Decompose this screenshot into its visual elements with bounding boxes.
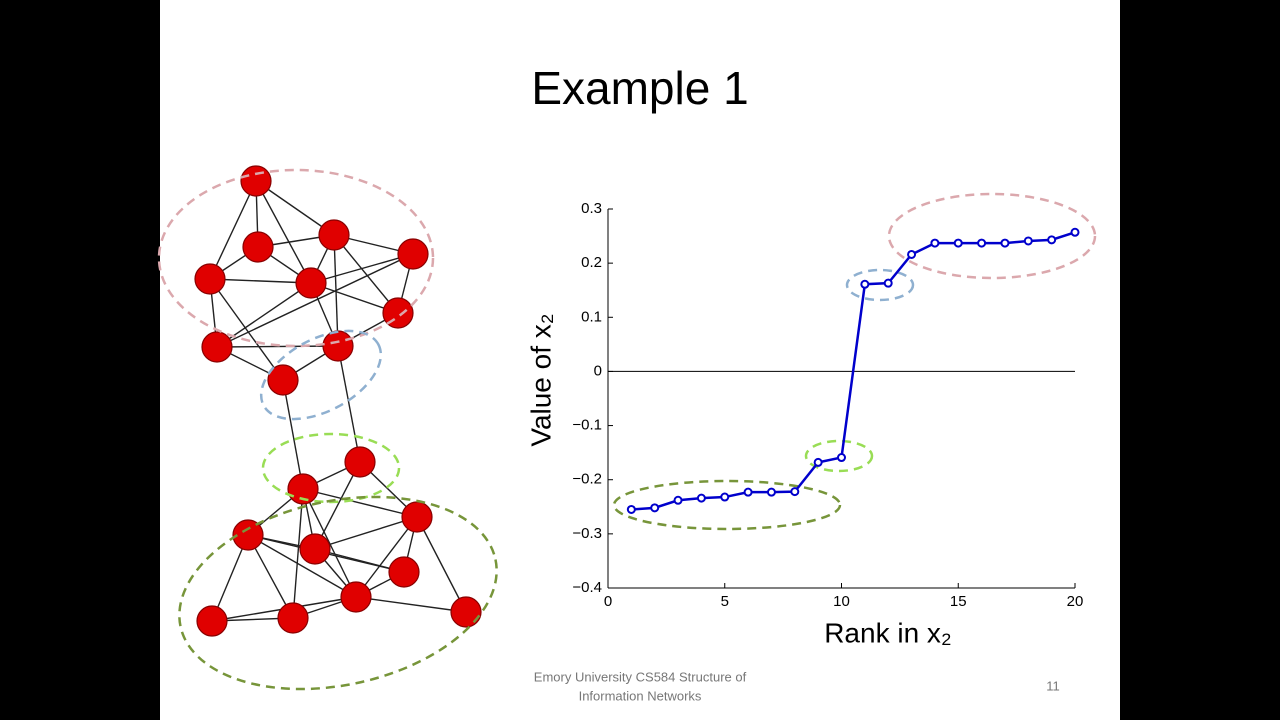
data-point xyxy=(626,504,636,514)
y-tick-label: −0.1 xyxy=(572,417,602,434)
data-point xyxy=(953,238,963,248)
line-chart: Rank in x₂ Value of x₂ −0.4 −0.3 −0.2 −0.1 0… xyxy=(525,200,1083,648)
data-point xyxy=(696,493,706,503)
x-axis-label: Rank in x₂ xyxy=(824,617,952,648)
data-point xyxy=(720,492,730,502)
x-tick-label: 0 xyxy=(604,593,612,610)
data-point xyxy=(1023,236,1033,246)
x-tick-label: 15 xyxy=(950,593,967,610)
data-point xyxy=(837,453,846,463)
data-point xyxy=(673,495,683,505)
y-tick-label: −0.2 xyxy=(572,471,602,488)
data-point xyxy=(813,457,823,467)
y-tick-label: −0.3 xyxy=(572,525,602,542)
data-point xyxy=(907,249,917,259)
data-point xyxy=(977,238,987,248)
page-number: 11 xyxy=(1046,678,1060,693)
footer-line: Information Networks xyxy=(579,688,702,703)
data-point xyxy=(743,487,753,497)
y-tick-label: 0.3 xyxy=(581,200,602,217)
footer-line: Emory University CS584 Structure of xyxy=(534,669,747,684)
data-point xyxy=(790,487,800,497)
data-point xyxy=(1047,235,1057,245)
data-point xyxy=(930,238,940,248)
slide-background xyxy=(160,0,1120,720)
x-tick-label: 5 xyxy=(721,593,729,610)
y-tick-label: −0.4 xyxy=(572,579,602,596)
x-tick-label: 10 xyxy=(833,593,850,610)
data-point xyxy=(650,503,660,513)
data-point xyxy=(1070,227,1080,237)
x-tick-label: 20 xyxy=(1067,593,1084,610)
y-tick-label: 0.2 xyxy=(581,254,602,271)
data-point xyxy=(1000,238,1010,248)
slide-title: Example 1 xyxy=(531,62,748,114)
data-point xyxy=(766,487,776,497)
y-tick-label: 0.1 xyxy=(581,308,602,325)
cluster-annotations xyxy=(157,168,1097,691)
data-point xyxy=(883,278,893,288)
data-point xyxy=(860,279,870,289)
graph-nodes xyxy=(194,165,482,637)
y-axis-label: Value of x₂ xyxy=(525,313,556,446)
y-tick-label: 0 xyxy=(594,362,602,379)
